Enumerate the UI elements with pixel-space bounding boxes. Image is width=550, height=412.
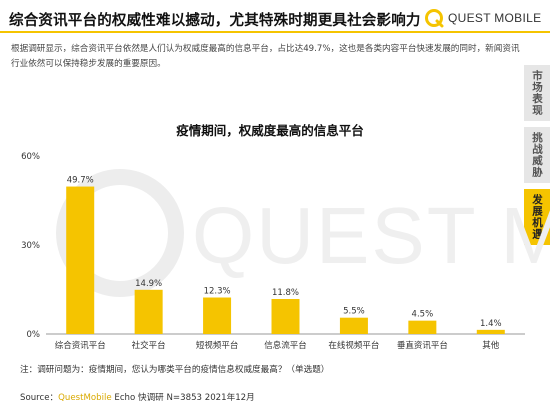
side-tab-market[interactable]: 市场表现	[524, 65, 550, 121]
questmobile-logo-icon	[425, 9, 444, 28]
data-label: 1.4%	[480, 319, 502, 329]
y-tick-label: 30%	[21, 241, 40, 251]
intro-paragraph: 根据调研显示，综合资讯平台依然是人们认为权威度最高的信息平台，占比达49.7%，…	[11, 44, 520, 69]
category-label: 信息流平台	[264, 340, 307, 351]
logo-text: QUEST MOBILE	[448, 11, 542, 25]
source-prefix: Source：	[20, 393, 59, 403]
data-label: 5.5%	[343, 307, 365, 317]
bar	[339, 317, 368, 334]
category-label: 在线视频平台	[328, 340, 379, 351]
y-tick-label: 60%	[21, 152, 40, 162]
source-brand: QuestMobile	[58, 393, 112, 403]
data-label: 4.5%	[412, 310, 434, 320]
side-tab-opportunity[interactable]: 发展机遇	[524, 189, 550, 245]
category-label: 其他	[482, 340, 500, 351]
chart-labels: 49.7% 综合资讯平台 14.9% 社交平台 12.3% 短视频平台 11.8% 信息流平台…	[55, 176, 502, 351]
watermark-text: QUEST MOBILE	[192, 191, 550, 280]
category-label: 综合资讯平台	[55, 340, 106, 351]
y-tick-label: 0%	[27, 330, 41, 340]
side-tabs: 市场表现 挑战威胁 发展机遇	[524, 65, 550, 251]
bar	[476, 329, 505, 334]
bar	[66, 186, 95, 334]
footnote: 注：调研问题为：疫情期间，您认为哪类平台的疫情信息权威度最高？（单选题）	[20, 365, 330, 375]
header-divider	[0, 31, 550, 33]
watermark: QUEST MOBILE	[56, 169, 550, 297]
data-label: 12.3%	[204, 287, 231, 297]
side-tab-challenge[interactable]: 挑战威胁	[524, 127, 550, 183]
data-label: 49.7%	[67, 176, 94, 186]
bar	[271, 298, 300, 334]
category-label: 垂直资讯平台	[397, 340, 448, 351]
bar	[408, 320, 437, 334]
watermark-logo-icon	[56, 169, 184, 297]
chart-bars	[66, 186, 505, 334]
category-label: 短视频平台	[196, 340, 239, 351]
page-title: 综合资讯平台的权威性难以撼动，尤其特殊时期更具社会影响力	[9, 13, 421, 29]
source-rest: Echo 快调研 N=3853 2021年12月	[111, 393, 255, 403]
questmobile-logo: QUEST MOBILE	[424, 7, 541, 29]
chart-title: 疫情期间，权威度最高的信息平台	[176, 123, 364, 138]
category-label: 社交平台	[132, 340, 166, 351]
source-line: Source：QuestMobile Echo 快调研 N=3853 2021年…	[20, 391, 255, 403]
bar	[203, 297, 232, 334]
data-label: 14.9%	[135, 279, 162, 289]
data-label: 11.8%	[272, 288, 299, 298]
bar	[134, 289, 163, 334]
